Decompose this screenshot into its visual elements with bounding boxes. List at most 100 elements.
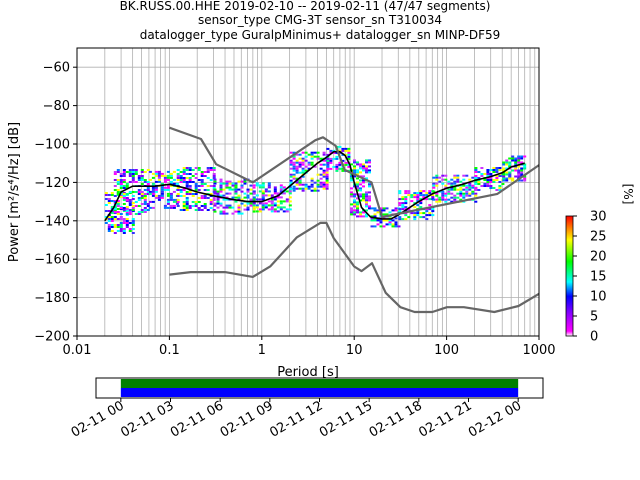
density-cell <box>365 161 368 164</box>
density-cell <box>413 192 417 195</box>
density-cell <box>273 192 277 195</box>
density-cell <box>172 206 176 209</box>
density-cell <box>110 200 114 202</box>
density-cell <box>292 167 296 170</box>
density-cell <box>203 171 207 173</box>
density-cell <box>353 165 356 168</box>
density-cell <box>197 207 201 209</box>
density-cell <box>301 189 305 192</box>
density-cell <box>304 187 308 190</box>
density-cell <box>310 185 314 188</box>
density-cell <box>471 176 475 179</box>
density-cell <box>313 155 317 158</box>
density-cell <box>182 207 186 209</box>
density-cell <box>282 200 286 203</box>
density-cell <box>116 191 120 193</box>
density-cell <box>200 205 204 207</box>
density-cell <box>188 191 192 193</box>
density-cell <box>517 169 521 172</box>
density-cell <box>459 184 463 187</box>
density-cell <box>131 179 135 181</box>
density-cell <box>422 190 426 193</box>
density-cell <box>450 200 454 203</box>
density-cell <box>362 163 365 166</box>
density-cell <box>237 212 241 215</box>
density-cell <box>169 176 173 179</box>
density-cell <box>203 205 207 207</box>
density-cell <box>520 161 524 164</box>
y-tick-label: −160 <box>34 253 70 268</box>
density-cell <box>370 215 374 218</box>
density-cell <box>520 169 524 172</box>
density-cell <box>370 207 374 210</box>
density-cell <box>185 191 189 193</box>
density-cell <box>228 188 232 191</box>
density-cell <box>166 192 170 195</box>
density-cell <box>134 169 138 171</box>
density-cell <box>398 204 402 207</box>
density-cell <box>258 190 262 193</box>
density-cell <box>107 224 111 226</box>
density-cell <box>419 206 423 209</box>
density-cell <box>143 171 147 173</box>
density-cell <box>498 181 502 183</box>
density-cell <box>270 198 274 201</box>
density-cell <box>298 161 302 164</box>
density-cell <box>344 163 348 166</box>
density-cell <box>474 175 478 177</box>
coverage-gapless-band <box>120 379 519 388</box>
density-cell <box>438 200 442 203</box>
density-cell <box>125 220 129 222</box>
density-cell <box>362 197 365 200</box>
density-cell <box>316 151 320 154</box>
coverage-date-label: 02-11 09 <box>218 398 276 440</box>
density-cell <box>122 179 126 181</box>
density-cell <box>362 199 365 202</box>
density-cell <box>332 151 336 154</box>
density-cell <box>219 188 223 191</box>
density-cell <box>140 179 144 181</box>
density-cell <box>200 171 204 173</box>
density-cell <box>489 169 493 171</box>
density-cell <box>134 213 138 215</box>
density-cell <box>140 197 144 199</box>
density-cell <box>234 192 238 195</box>
density-cell <box>462 192 466 195</box>
density-cell <box>157 180 161 183</box>
density-cell <box>502 175 506 178</box>
density-cell <box>107 200 111 202</box>
density-cell <box>216 190 220 193</box>
density-cell <box>492 179 496 181</box>
density-cell <box>480 185 484 187</box>
density-cell <box>350 177 353 180</box>
density-cell <box>116 208 120 210</box>
density-cell <box>194 203 198 205</box>
density-cell <box>140 193 144 195</box>
colorbar-tick-label: 5 <box>590 310 598 325</box>
density-cell <box>492 171 496 173</box>
density-cell <box>419 216 423 219</box>
density-cell <box>160 196 164 199</box>
density-cell <box>368 171 371 174</box>
density-cell <box>182 179 186 181</box>
coverage-date-label: 02-11 15 <box>317 398 375 440</box>
psd-plot-area: 0.01 0.1 1 10 100 1000 −200 −180 −160 −140 −120 −1… <box>7 47 556 380</box>
density-cell <box>322 153 326 156</box>
density-cell <box>477 171 481 173</box>
density-cell <box>185 173 189 175</box>
density-cell <box>325 183 329 186</box>
density-cell <box>213 188 217 191</box>
density-cell <box>310 153 314 156</box>
density-cell <box>163 206 167 209</box>
density-cell <box>255 194 259 197</box>
density-cell <box>407 216 411 219</box>
density-cell <box>438 196 442 199</box>
density-cell <box>143 193 147 195</box>
density-cell <box>128 181 132 183</box>
density-cell <box>163 180 167 183</box>
density-cell <box>474 183 478 185</box>
density-cell <box>122 195 126 197</box>
density-cell <box>258 208 262 211</box>
colorbar-tick-label: 30 <box>590 210 607 225</box>
density-cell <box>240 184 244 187</box>
